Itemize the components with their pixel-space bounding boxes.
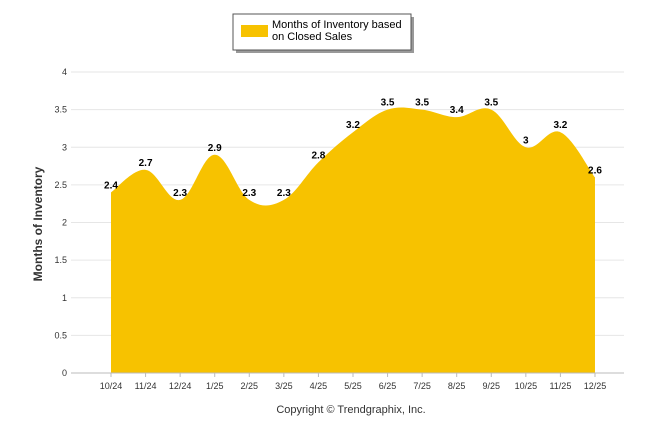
y-tick-label: 1.5 [54, 255, 67, 265]
data-label: 3.2 [553, 120, 567, 131]
area-series [111, 107, 595, 373]
x-tick-label: 11/24 [135, 381, 157, 391]
copyright-text: Copyright © Trendgraphix, Inc. [276, 404, 425, 416]
legend: Months of Inventory based on Closed Sale… [232, 13, 414, 53]
x-tick-label: 9/25 [483, 381, 501, 391]
x-tick-label: 4/25 [310, 381, 328, 391]
x-tick-label: 10/25 [515, 381, 538, 391]
x-tick-label: 8/25 [448, 381, 466, 391]
data-label: 3.4 [450, 105, 464, 116]
data-label: 2.3 [242, 188, 256, 199]
x-tick-label: 5/25 [344, 381, 362, 391]
data-label: 3.5 [484, 98, 498, 109]
data-label: 2.3 [277, 188, 291, 199]
data-label: 2.7 [139, 158, 153, 169]
x-tick-label: 12/24 [169, 381, 192, 391]
y-tick-label: 0 [62, 368, 67, 378]
data-label: 3.5 [381, 98, 395, 109]
data-label: 3 [523, 135, 529, 146]
data-label: 3.5 [415, 98, 429, 109]
x-tick-label: 2/25 [241, 381, 259, 391]
legend-label-line-2: on Closed Sales [272, 31, 353, 43]
y-axis-title: Months of Inventory [31, 166, 45, 281]
legend-label-line-1: Months of Inventory based [272, 19, 402, 31]
x-tick-label: 10/24 [100, 381, 123, 391]
y-tick-label: 4 [62, 67, 67, 77]
x-tick-label: 11/25 [549, 381, 571, 391]
y-tick-label: 2 [62, 218, 67, 228]
data-label: 2.3 [173, 188, 187, 199]
y-tick-label: 0.5 [54, 330, 67, 340]
y-tick-label: 1 [62, 293, 67, 303]
x-tick-label: 12/25 [584, 381, 607, 391]
data-label: 3.2 [346, 120, 360, 131]
x-tick-label: 6/25 [379, 381, 397, 391]
data-label: 2.9 [208, 143, 222, 154]
data-labels: 2.4 2.7 2.3 2.9 2.3 2.3 2.8 3.2 3.5 3.5 3.4 3.5 3 3.2… [104, 98, 602, 199]
data-label: 2.8 [311, 150, 325, 161]
x-axis-ticks: 10/24 11/24 12/24 1/25 2/25 3/25 4/25 5/25 6/25 7… [100, 373, 607, 391]
y-axis-ticks: 0 0.5 1 1.5 2 2.5 3 3.5 4 [54, 67, 67, 378]
y-tick-label: 3 [62, 142, 67, 152]
x-tick-label: 7/25 [413, 381, 431, 391]
data-label: 2.6 [588, 165, 602, 176]
data-label: 2.4 [104, 180, 118, 191]
legend-swatch [241, 25, 268, 37]
x-tick-label: 3/25 [275, 381, 293, 391]
x-tick-label: 1/25 [206, 381, 224, 391]
y-tick-label: 2.5 [54, 180, 67, 190]
y-tick-label: 3.5 [54, 105, 67, 115]
